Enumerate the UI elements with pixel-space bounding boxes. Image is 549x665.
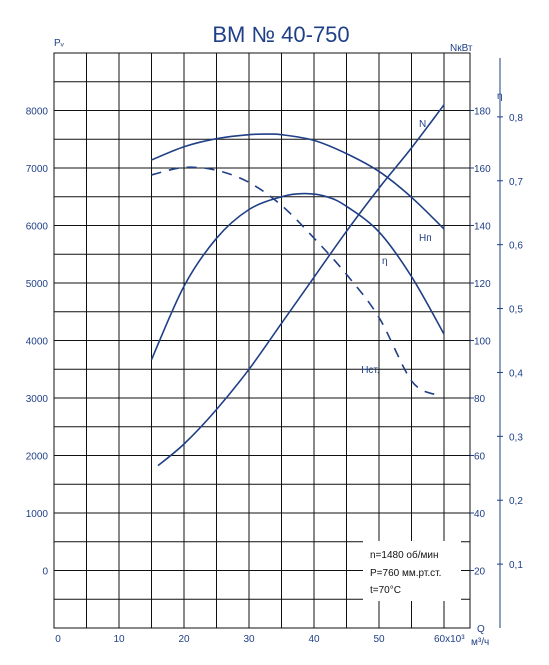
x-tick-label: 20: [178, 634, 190, 645]
data-point-static-pressure: [410, 380, 412, 382]
data-point-static-pressure: [215, 169, 217, 171]
series-line-efficiency: [150, 192, 445, 361]
data-point-total-pressure: [248, 133, 250, 135]
y-left-tick-label: 4000: [26, 337, 49, 348]
info-pressure: P=760 мм.рт.ст.: [370, 568, 441, 579]
power-tick-label: 100: [474, 337, 491, 348]
efficiency-tick-label: 0,1: [509, 560, 523, 571]
data-point-efficiency: [303, 192, 305, 194]
data-point-total-pressure: [183, 146, 185, 148]
series-line-static-pressure: [151, 166, 437, 396]
operating-conditions-box: n=1480 об/мин P=760 мм.рт.ст. t=70°C: [363, 541, 461, 601]
data-point-total-pressure: [280, 133, 282, 135]
data-point-power: [345, 230, 347, 232]
data-point-total-pressure: [345, 152, 347, 154]
y-left-tick-label: 3000: [26, 394, 49, 405]
efficiency-tick-label: 0,4: [509, 368, 523, 379]
series-label-efficiency: η: [382, 256, 388, 267]
series-line-power: [157, 104, 445, 467]
data-point-total-pressure: [267, 133, 269, 135]
data-point-efficiency: [280, 196, 282, 198]
data-point-total-pressure: [150, 159, 152, 161]
data-point-static-pressure: [313, 237, 315, 239]
data-point-static-pressure: [183, 166, 185, 168]
chart-curves: Hп Нст. η N: [150, 104, 445, 467]
power-tick-label: 180: [474, 107, 491, 118]
data-point-static-pressure: [345, 273, 347, 275]
power-tick-label: 60: [474, 452, 486, 463]
series-line-total-pressure: [151, 133, 445, 230]
chart-tick-labels: 0 10 20 30 40 50 60x10³ 8000 7000 6000 5000 4000 300…: [26, 58, 523, 645]
y-left-axis-label: Pᵥ: [54, 38, 65, 49]
data-point-total-pressure: [215, 137, 217, 139]
x-axis-unit-label: Q м³/ч: [471, 624, 489, 648]
data-point-efficiency: [326, 196, 328, 198]
efficiency-tick-label: 0,8: [509, 113, 523, 124]
data-point-power: [215, 408, 217, 410]
x-tick-label: 40: [308, 634, 320, 645]
x-tick-label: 0: [55, 634, 61, 645]
y-power-axis-label: NкВт: [450, 43, 473, 54]
x-tick-label: 50: [373, 634, 385, 645]
power-tick-label: 120: [474, 279, 491, 290]
chart-grid: [53, 52, 471, 629]
x-axis-unit-q: Q: [477, 624, 485, 635]
data-point-power: [248, 368, 250, 370]
data-point-power: [410, 147, 412, 149]
data-point-efficiency: [378, 231, 380, 233]
data-point-power: [157, 464, 159, 466]
series-label-power: N: [419, 119, 426, 130]
data-point-power: [280, 322, 282, 324]
data-point-efficiency: [215, 237, 217, 239]
data-point-power: [313, 276, 315, 278]
x-axis-unit-m3h: м³/ч: [471, 637, 489, 648]
series-label-static-pressure: Нст.: [361, 365, 379, 376]
data-point-static-pressure: [150, 174, 152, 176]
data-point-static-pressure: [280, 204, 282, 206]
data-point-static-pressure: [435, 394, 437, 396]
data-point-efficiency: [248, 208, 250, 210]
operating-conditions-background: [363, 541, 461, 601]
efficiency-tick-label: 0,7: [509, 177, 523, 188]
chart-title: ВМ № 40-750: [212, 22, 349, 47]
y-left-tick-label: 7000: [26, 164, 49, 175]
series-label-total-pressure: Hп: [419, 233, 432, 244]
y-left-tick-label: 2000: [26, 452, 49, 463]
data-point-total-pressure: [443, 228, 445, 230]
y-left-tick-label: 5000: [26, 279, 49, 290]
efficiency-tick-label: 0,5: [509, 305, 523, 316]
data-point-efficiency: [410, 275, 412, 277]
efficiency-tick-label: 0,6: [509, 241, 523, 252]
y-left-tick-label: 6000: [26, 222, 49, 233]
info-temperature: t=70°C: [370, 585, 401, 596]
data-point-total-pressure: [410, 196, 412, 198]
data-point-power: [183, 443, 185, 445]
data-point-static-pressure: [248, 181, 250, 183]
y-left-tick-label: 1000: [26, 509, 49, 520]
data-point-total-pressure: [313, 139, 315, 141]
data-point-efficiency: [345, 205, 347, 207]
data-point-power: [378, 187, 380, 189]
data-point-efficiency: [183, 285, 185, 287]
efficiency-tick-label: 0,3: [509, 432, 523, 443]
y-left-tick-label: 0: [42, 567, 48, 578]
data-point-power: [443, 104, 445, 106]
power-tick-label: 40: [474, 509, 486, 520]
x-tick-label: 60x10³: [434, 634, 465, 645]
data-point-efficiency: [443, 333, 445, 335]
data-point-static-pressure: [378, 316, 380, 318]
x-tick-label: 10: [113, 634, 125, 645]
power-tick-label: 160: [474, 164, 491, 175]
power-tick-label: 140: [474, 222, 491, 233]
data-point-efficiency: [150, 358, 152, 360]
info-rpm: n=1480 об/мин: [370, 549, 438, 561]
power-tick-label: 20: [474, 567, 486, 578]
data-point-total-pressure: [378, 170, 380, 172]
efficiency-tick-label: 0,2: [509, 496, 523, 507]
y-left-tick-label: 8000: [26, 107, 49, 118]
x-tick-label: 30: [243, 634, 255, 645]
power-tick-label: 80: [474, 394, 486, 405]
